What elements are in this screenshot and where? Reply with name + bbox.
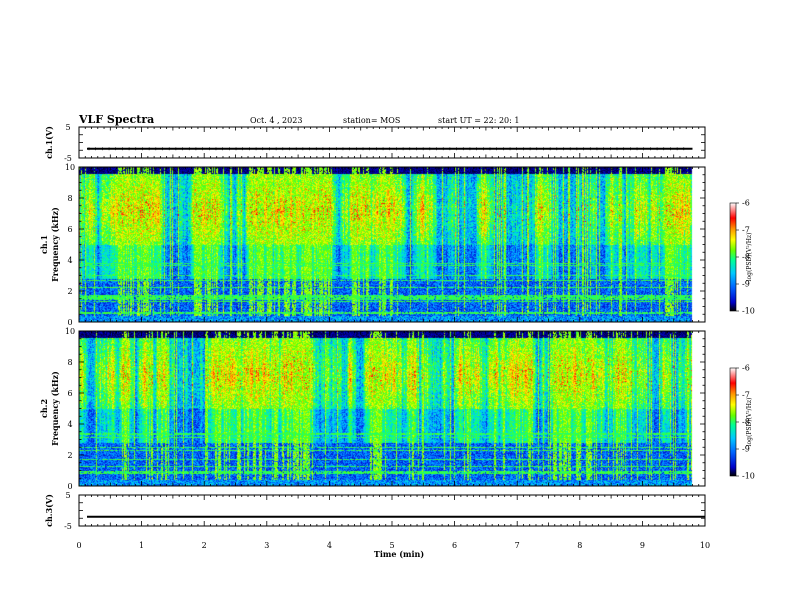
x-tick-label: 1 xyxy=(139,541,144,550)
y-tick-label: 6 xyxy=(67,225,72,234)
y-tick-label: 8 xyxy=(67,358,72,367)
y-tick-label: 5 xyxy=(65,491,70,500)
y-tick-label: 5 xyxy=(65,123,70,132)
x-tick-label: 5 xyxy=(389,541,394,550)
x-tick-label: 2 xyxy=(202,541,207,550)
y-axis-label: Frequency (kHz) xyxy=(50,207,60,282)
colorbar-tick-label: -9 xyxy=(742,445,750,454)
ch2-colorbar: -6 -7 -8 -9 -10 log(PSD)(V²/Hz) xyxy=(729,364,755,481)
ch1-voltage-panel xyxy=(87,147,693,151)
x-tick-label: 10 xyxy=(700,541,710,550)
x-tick-label: 9 xyxy=(640,541,645,550)
y-tick-label: -5 xyxy=(64,522,72,531)
colorbar-tick-label: -7 xyxy=(742,226,750,235)
figure-title: VLF Spectra xyxy=(78,113,154,126)
x-tick-label: 0 xyxy=(76,541,81,550)
colorbar-tick-label: -6 xyxy=(742,364,750,373)
colorbar-tick-label: -9 xyxy=(742,280,750,289)
y-tick-label: 2 xyxy=(67,451,72,460)
panel-channel-label: ch.1 xyxy=(39,235,49,254)
y-axis-label: ch.3(V) xyxy=(44,494,54,527)
start-ut-label: start UT = 22: 20: 1 xyxy=(438,116,519,125)
y-axis-label: ch.1(V) xyxy=(44,126,54,159)
ch2-spectrogram-panel xyxy=(79,331,705,486)
colorbar-label: log(PSD)(V²/Hz) xyxy=(746,233,753,282)
colorbar-gradient xyxy=(729,202,737,312)
colorbar-tick-label: -8 xyxy=(742,253,750,262)
y-tick-label: 4 xyxy=(67,420,72,429)
ch2-spectrogram-image xyxy=(79,331,705,486)
x-tick-label: 4 xyxy=(327,541,332,550)
x-tick-label: 6 xyxy=(452,541,457,550)
y-tick-label: 6 xyxy=(67,389,72,398)
colorbar-tick-label: -10 xyxy=(742,307,755,316)
ch1-spectrogram-image xyxy=(79,167,705,322)
x-tick-label: 7 xyxy=(515,541,520,550)
x-tick-label: 8 xyxy=(577,541,582,550)
panel-channel-label: ch.2 xyxy=(39,399,49,418)
x-axis-label: Time (min) xyxy=(374,549,424,559)
x-tick-label: 3 xyxy=(264,541,269,550)
y-tick-label: 0 xyxy=(67,318,72,327)
y-tick-label: 2 xyxy=(67,287,72,296)
colorbar-tick-label: -7 xyxy=(742,391,750,400)
ch1-colorbar: -6 -7 -8 -9 -10 log(PSD)(V²/Hz) xyxy=(729,199,755,316)
colorbar-tick-label: -10 xyxy=(742,472,755,481)
y-tick-label: 10 xyxy=(65,163,75,172)
y-tick-label: 0 xyxy=(67,482,72,491)
colorbar-gradient xyxy=(729,367,737,477)
ch1-spectrogram-panel xyxy=(79,167,705,322)
colorbar-tick-label: -6 xyxy=(742,199,750,208)
y-tick-label: 8 xyxy=(67,194,72,203)
y-tick-label: 10 xyxy=(65,327,75,336)
colorbar-tick-label: -8 xyxy=(742,418,750,427)
y-axis-label: Frequency (kHz) xyxy=(50,371,60,446)
y-tick-label: -5 xyxy=(64,154,72,163)
colorbar-label: log(PSD)(V²/Hz) xyxy=(746,398,753,447)
station-label: station= MOS xyxy=(343,116,400,125)
y-tick-label: 4 xyxy=(67,256,72,265)
date-label: Oct. 4 , 2023 xyxy=(250,116,302,125)
